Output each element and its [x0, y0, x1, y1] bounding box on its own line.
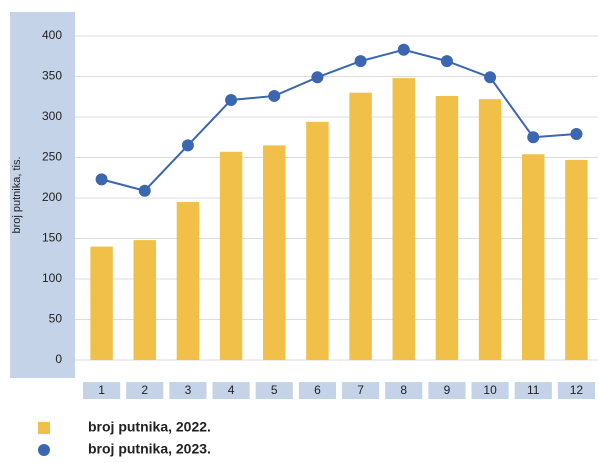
legend-label: broj putnika, 2022. [88, 419, 211, 435]
y-tick-label: 50 [49, 312, 63, 326]
x-tick-box [428, 382, 466, 399]
x-tick-label: 12 [570, 383, 584, 397]
y-tick-label: 300 [42, 109, 62, 123]
point [484, 71, 497, 84]
x-tick-label: 1 [98, 383, 105, 397]
point [268, 89, 281, 102]
bar [263, 145, 286, 360]
x-tick-box [212, 382, 250, 399]
x-tick-label: 4 [228, 383, 235, 397]
y-tick-label: 150 [42, 231, 62, 245]
bar [392, 78, 415, 361]
line [101, 48, 577, 192]
y-tick-label: 350 [42, 69, 62, 83]
point [570, 128, 583, 141]
x-tick-box [471, 382, 509, 399]
y-tick-label: 400 [42, 28, 62, 42]
y-tick-label: 200 [42, 190, 62, 204]
y-tick-label: 100 [42, 271, 62, 285]
x-tick-box [514, 382, 552, 399]
x-tick-box [126, 382, 164, 399]
point [95, 173, 108, 186]
bar [133, 240, 156, 360]
legend-swatch [38, 444, 50, 456]
x-tick-box [385, 382, 423, 399]
point [397, 43, 410, 56]
bar [176, 202, 200, 360]
axis-panel [10, 12, 75, 378]
legend-label: broj putnika, 2023. [88, 441, 211, 457]
point [181, 139, 194, 152]
x-tick-box [83, 382, 121, 399]
x-tick-label: 6 [314, 383, 321, 397]
bar [522, 154, 545, 360]
x-tick-box [169, 382, 207, 399]
legend-swatch [38, 422, 50, 434]
bar [90, 246, 113, 360]
point [311, 71, 324, 84]
bar [219, 151, 243, 360]
x-tick-label: 3 [185, 383, 192, 397]
x-tick-label: 9 [444, 383, 451, 397]
x-tick-label: 8 [400, 383, 407, 397]
bar [349, 92, 372, 360]
x-tick-label: 10 [483, 383, 497, 397]
y-tick-label: 0 [55, 352, 62, 366]
bar [306, 121, 329, 360]
x-tick-box [255, 382, 293, 399]
point [440, 55, 453, 68]
x-tick-box [342, 382, 380, 399]
x-tick-box [557, 382, 595, 399]
x-tick-label: 11 [527, 383, 540, 397]
x-tick-label: 5 [271, 383, 278, 397]
x-tick-label: 7 [357, 383, 364, 397]
x-tick-box [298, 382, 336, 399]
point [138, 184, 151, 197]
point [225, 93, 238, 106]
point [527, 131, 540, 144]
point [354, 55, 367, 68]
bar [435, 95, 459, 360]
y-tick-label: 250 [42, 150, 62, 164]
bar [565, 159, 588, 360]
y-axis-label: broj putnika, tis. [11, 156, 23, 233]
bar [478, 99, 502, 361]
x-tick-label: 2 [141, 383, 148, 397]
